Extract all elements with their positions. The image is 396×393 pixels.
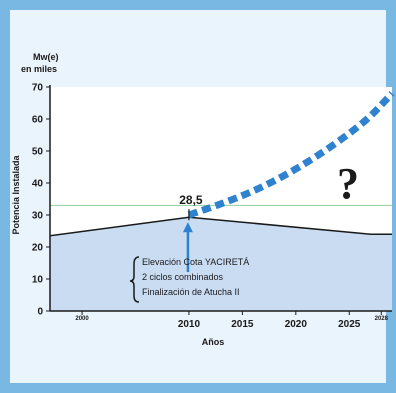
x-tick-label: 2000: [75, 316, 89, 322]
x-axis-title: Años: [202, 337, 225, 347]
peak-value-label: 28,5: [179, 193, 203, 207]
y-axis-units-label: en miles: [21, 64, 57, 74]
y-tick-label: 10: [32, 275, 44, 286]
annotation-arrow-head: [182, 222, 193, 233]
y-tick-label: 70: [32, 83, 44, 94]
annotation-line-1: Elevación Cota YACIRETÁ: [142, 257, 249, 267]
installed-capacity-area: [50, 217, 392, 311]
y-tick-label: 40: [32, 179, 44, 190]
y-tick-label: 30: [32, 211, 44, 222]
y-tick-label: 20: [32, 243, 44, 254]
annotation-line-3: Finalización de Atucha II: [142, 287, 240, 297]
question-mark: ?: [337, 159, 359, 208]
annotation: Elevación Cota YACIRETÁ 2 ciclos combina…: [142, 257, 249, 297]
annotation-brace: [129, 256, 140, 303]
x-tick-label: 2020: [285, 319, 308, 330]
y-tick-label: 0: [37, 307, 43, 318]
x-tick-label: 2015: [231, 319, 254, 330]
y-tick-label: 60: [32, 115, 44, 126]
installed-capacity-line: [50, 216, 392, 237]
x-tick-label: 2025: [338, 319, 361, 330]
x-tick-label: 2010: [178, 319, 201, 330]
y-axis-top-label: Mw(e): [33, 52, 59, 62]
y-axis-title: Potencia Instalada: [11, 154, 21, 234]
annotation-line-2: 2 ciclos combinados: [142, 272, 224, 282]
x-tick-label: 2028: [375, 316, 389, 322]
y-tick-label: 50: [32, 147, 44, 158]
projection-line: [187, 90, 395, 219]
